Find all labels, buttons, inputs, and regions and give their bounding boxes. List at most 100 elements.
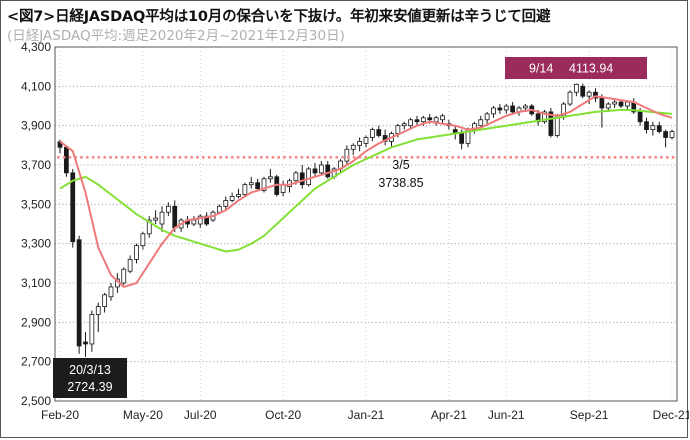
candle-body bbox=[306, 168, 312, 186]
candle-body bbox=[95, 306, 101, 315]
candle-body bbox=[376, 129, 382, 136]
candle-body bbox=[669, 131, 675, 138]
candle-body bbox=[89, 314, 95, 345]
y-tick-label: 3,500 bbox=[21, 197, 51, 211]
annotation-low-box bbox=[53, 358, 127, 398]
candle-body bbox=[216, 205, 222, 213]
x-tick-label: Apr-21 bbox=[431, 408, 467, 422]
candle-body bbox=[63, 146, 69, 174]
y-tick-label: 3,300 bbox=[21, 237, 51, 251]
candle-body bbox=[299, 172, 305, 186]
candle-body bbox=[223, 199, 229, 207]
candle-body bbox=[548, 111, 554, 136]
candle-body bbox=[420, 117, 426, 123]
candle-body bbox=[318, 164, 324, 174]
candle-body bbox=[491, 107, 496, 115]
candle-body bbox=[369, 129, 375, 138]
candle-body bbox=[76, 239, 82, 347]
x-tick-label: Feb-20 bbox=[41, 408, 79, 422]
moving-averages bbox=[57, 95, 675, 288]
candle-body bbox=[637, 111, 643, 123]
candle-body bbox=[242, 184, 248, 195]
x-tick-label: Jun-21 bbox=[488, 408, 525, 422]
candle-body bbox=[644, 121, 649, 130]
y-tick-label: 2,900 bbox=[21, 315, 51, 329]
candle-body bbox=[140, 233, 146, 247]
candle-body bbox=[159, 211, 165, 225]
candle-body bbox=[401, 123, 407, 127]
candle-body bbox=[172, 205, 178, 229]
candle-body bbox=[121, 268, 127, 284]
candle-body bbox=[663, 131, 669, 138]
candle-body bbox=[127, 258, 133, 272]
candle-body bbox=[414, 119, 420, 123]
annotation-high-box bbox=[505, 57, 647, 79]
annotation-high-date: 9/14 bbox=[529, 62, 553, 76]
x-tick-label: May-20 bbox=[123, 408, 163, 422]
candle-body bbox=[134, 245, 139, 260]
x-tick-label: Dec-21 bbox=[653, 408, 689, 422]
x-tick-label: Jan-21 bbox=[348, 408, 385, 422]
candle-body bbox=[478, 119, 484, 127]
candle-body bbox=[146, 219, 152, 235]
candle-body bbox=[229, 196, 235, 201]
candle-body bbox=[191, 219, 197, 225]
candle-body bbox=[280, 184, 286, 193]
candle-body bbox=[433, 117, 439, 123]
candle-body bbox=[510, 105, 516, 113]
candle-body bbox=[255, 182, 261, 189]
candle-body bbox=[484, 113, 490, 121]
annotations: 9/14 4113.94 3/5 3738.85 20/3/13 2724.39 bbox=[53, 57, 647, 398]
candle-body bbox=[83, 341, 88, 345]
candle-body bbox=[248, 182, 254, 186]
chart-title: <図7>日経JASDAQ平均は10月の保合いを下抜け。年初来安値更新は辛うじて回… bbox=[7, 9, 551, 25]
candle-body bbox=[624, 101, 630, 107]
candle-body bbox=[102, 294, 108, 307]
candle-body bbox=[503, 105, 509, 111]
candle-body bbox=[497, 107, 503, 111]
annotation-low-value: 2724.39 bbox=[67, 380, 112, 394]
candle-body bbox=[580, 85, 586, 97]
y-tick-label: 3,100 bbox=[21, 276, 51, 290]
x-tick-label: Jul-20 bbox=[184, 408, 217, 422]
candle-body bbox=[344, 148, 350, 162]
candle-body bbox=[197, 215, 203, 225]
moving-average-long bbox=[59, 108, 673, 253]
candle-body bbox=[440, 115, 445, 121]
candle-body bbox=[542, 111, 547, 123]
candle-body bbox=[108, 286, 114, 298]
annotation-mid-date: 3/5 bbox=[392, 158, 409, 172]
candle-body bbox=[325, 164, 331, 178]
candle-body bbox=[261, 178, 267, 191]
annotation-low-date: 20/3/13 bbox=[69, 363, 111, 377]
candle-body bbox=[656, 125, 662, 132]
candle-body bbox=[618, 101, 624, 107]
candle-body bbox=[567, 91, 573, 105]
plot-area-border bbox=[54, 46, 678, 402]
candle-body bbox=[459, 133, 465, 144]
y-tick-label: 2,500 bbox=[21, 394, 51, 408]
axes: 2,500 2,700 2,900 3,100 3,300 3,500 3,700 3,900… bbox=[21, 40, 689, 422]
y-tick-label: 4,300 bbox=[21, 40, 51, 54]
y-tick-label: 2,700 bbox=[21, 355, 51, 369]
candle-body bbox=[573, 83, 579, 93]
candle-body bbox=[395, 125, 401, 134]
y-tick-label: 3,700 bbox=[21, 158, 51, 172]
candle-body bbox=[427, 117, 433, 121]
candle-body bbox=[612, 101, 618, 105]
candle-body bbox=[586, 91, 592, 97]
candle-body bbox=[267, 176, 273, 180]
candle-body bbox=[165, 205, 171, 213]
x-tick-label: Sep-21 bbox=[570, 408, 609, 422]
candle-body bbox=[312, 168, 318, 174]
y-tick-label: 4,100 bbox=[21, 79, 51, 93]
candle-body bbox=[70, 172, 76, 243]
y-tick-label: 3,900 bbox=[21, 119, 51, 133]
candle-body bbox=[363, 137, 369, 144]
candle-body bbox=[599, 97, 605, 109]
candle-body bbox=[153, 217, 159, 221]
candle-body bbox=[236, 194, 241, 197]
candle-body bbox=[408, 119, 414, 127]
